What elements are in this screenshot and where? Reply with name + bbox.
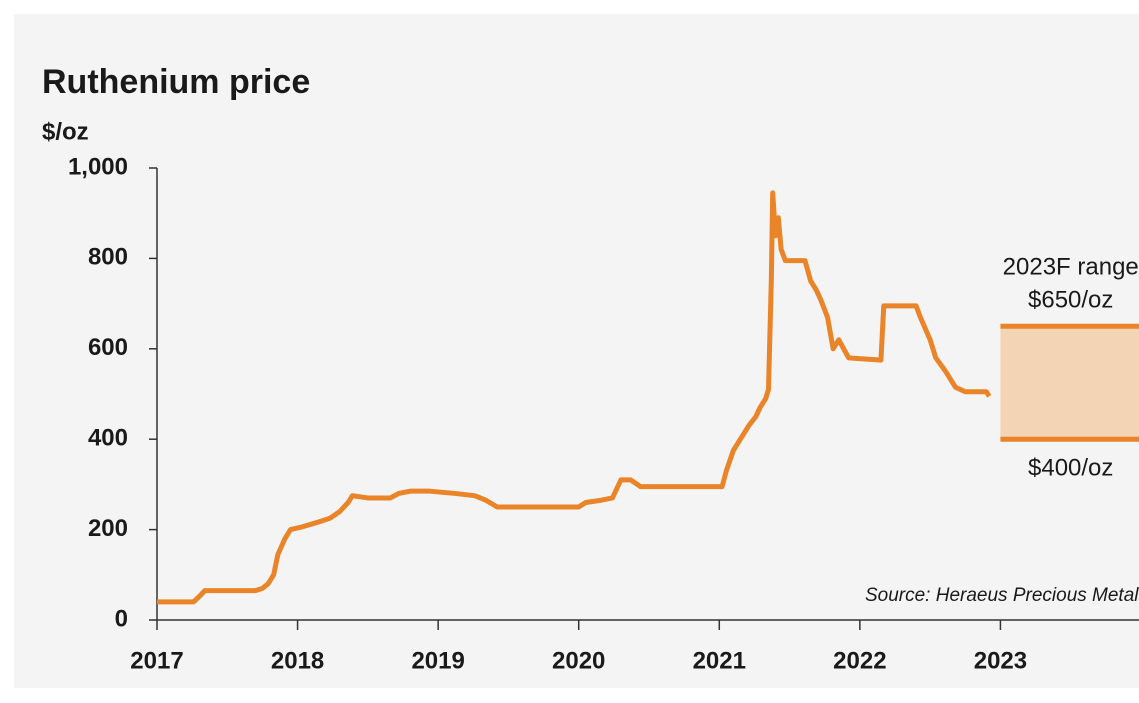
price-line	[157, 190, 992, 605]
y-tick-label: 600	[88, 334, 128, 361]
source-note: Source: Heraeus Precious Metals	[865, 585, 1139, 606]
x-tick-label: 2020	[552, 647, 605, 674]
x-tick-label: 2017	[130, 647, 183, 674]
forecast-low-label: $400/oz	[1028, 455, 1113, 482]
forecast-label: 2023F range	[1003, 254, 1139, 281]
y-tick-label: 800	[88, 244, 128, 271]
y-tick-label: 200	[88, 515, 128, 542]
forecast-band	[1000, 326, 1139, 440]
forecast-high-label: $650/oz	[1028, 287, 1113, 314]
chart-title: Ruthenium price	[42, 63, 310, 101]
y-tick-label: 400	[88, 425, 128, 452]
panel-background	[14, 14, 1139, 688]
x-tick-label: 2018	[271, 647, 324, 674]
x-tick-label: 2022	[833, 647, 886, 674]
y-tick-label: 1,000	[68, 153, 128, 180]
y-tick-label: 0	[115, 605, 128, 632]
x-tick-label: 2019	[411, 647, 464, 674]
x-tick-label: 2023	[974, 647, 1027, 674]
x-tick-label: 2021	[693, 647, 746, 674]
y-axis-label: $/oz	[42, 118, 89, 145]
